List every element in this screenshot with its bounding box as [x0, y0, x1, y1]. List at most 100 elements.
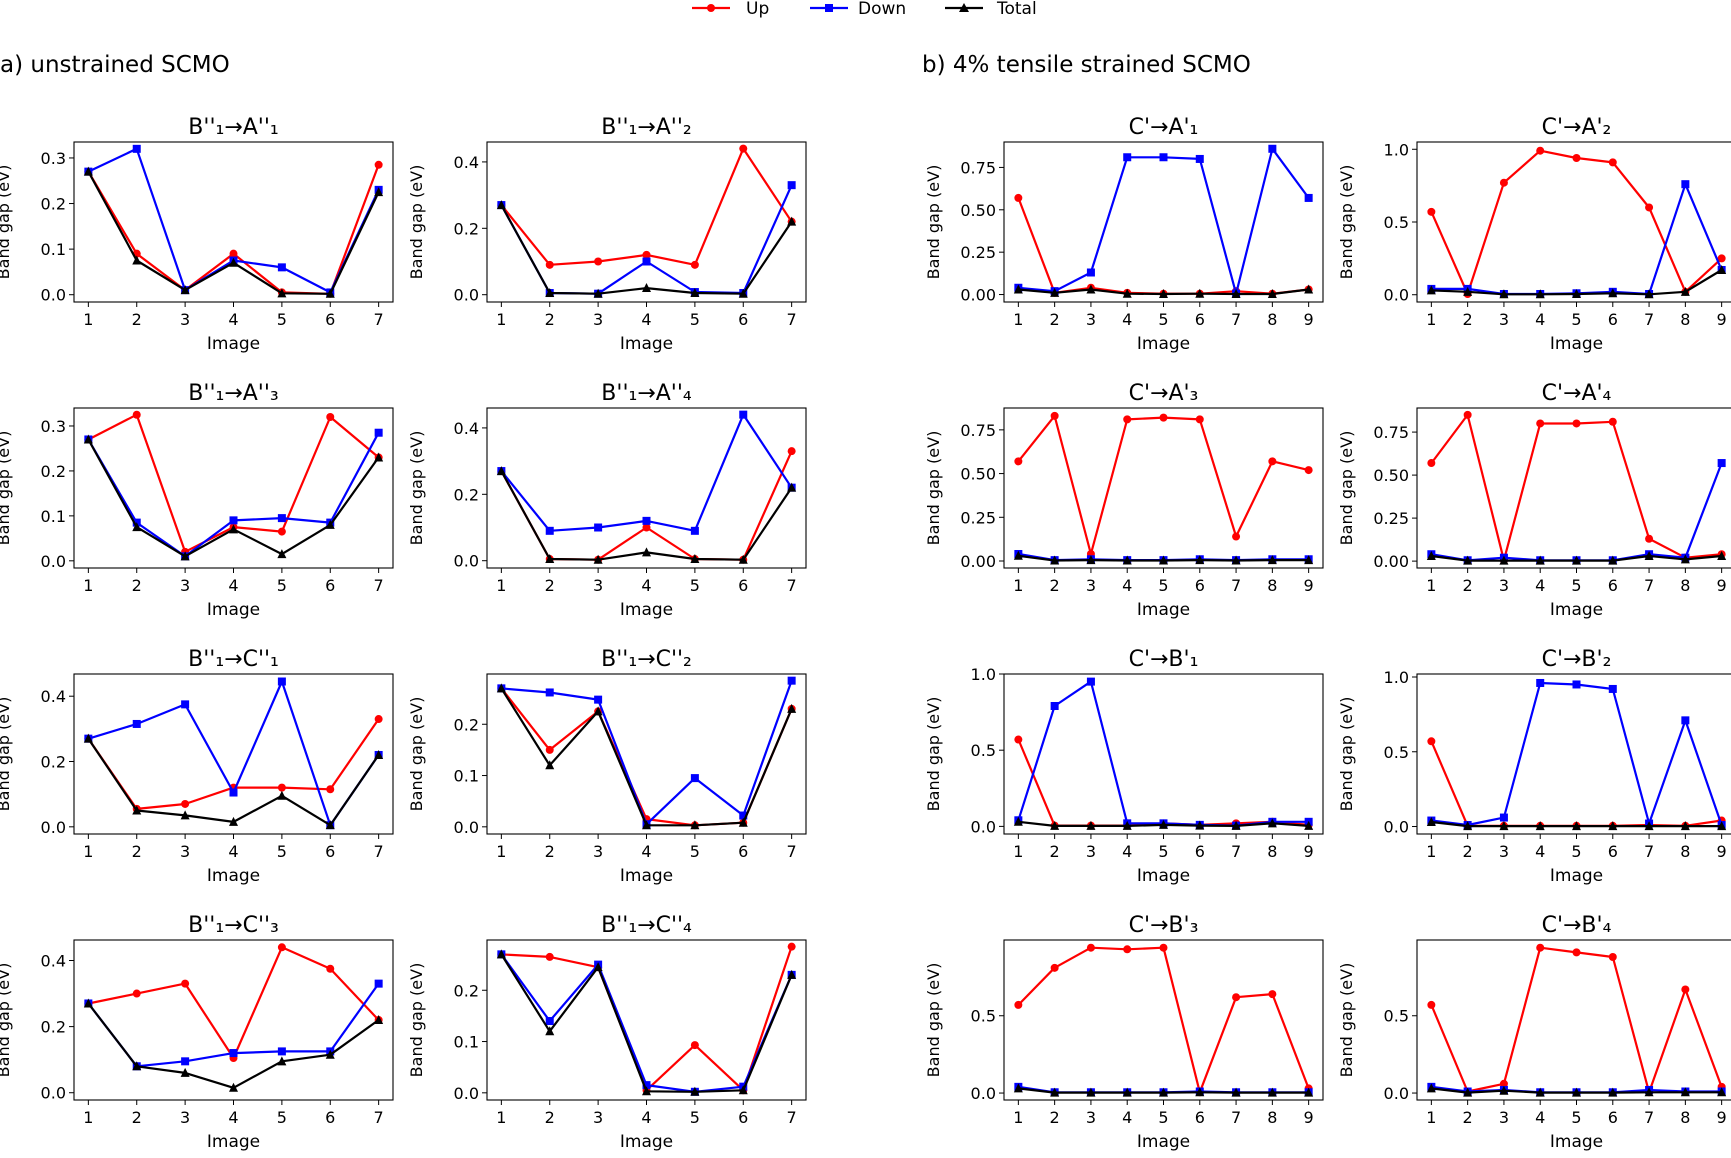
axes-frame	[1416, 141, 1731, 303]
data-point-up	[739, 144, 748, 153]
data-point-total	[1231, 555, 1241, 565]
data-point-up	[1159, 943, 1168, 952]
x-tick-label: 1	[1426, 310, 1436, 329]
x-tick-label: 2	[132, 310, 142, 329]
x-tick-label: 6	[1195, 842, 1205, 861]
data-point-total	[325, 1049, 335, 1059]
data-point-total	[1267, 1087, 1277, 1097]
axes-frame	[1003, 673, 1324, 835]
data-point-total	[229, 1082, 238, 1092]
data-point-up	[277, 783, 286, 792]
data-point-total	[1426, 285, 1436, 295]
y-tick-label: 0.0	[454, 552, 479, 571]
x-tick-label: 1	[1426, 1108, 1436, 1127]
data-point-total	[1304, 555, 1314, 565]
y-axis-label: Band gap (eV)	[0, 431, 13, 546]
x-axis-label: Image	[1137, 334, 1190, 354]
data-point-up	[374, 715, 383, 724]
data-point-total	[496, 683, 506, 693]
y-tick-label: 0.25	[1373, 509, 1409, 528]
data-point-total	[1644, 1087, 1654, 1097]
data-point-up	[1014, 735, 1023, 744]
series-line-up	[500, 450, 793, 561]
data-point-down	[1608, 684, 1617, 693]
x-tick-label: 3	[593, 310, 603, 329]
data-point-down	[1536, 678, 1545, 687]
data-point-up	[1304, 466, 1313, 475]
chart-title: B''₁→C''₄	[601, 913, 692, 938]
y-tick-label: 0.2	[41, 462, 66, 481]
axes-frame	[1416, 939, 1731, 1101]
axes-frame	[486, 939, 807, 1101]
y-tick-label: 0.5	[1384, 1007, 1409, 1026]
data-point-total	[1680, 821, 1690, 831]
chart-title: C'→A'₁	[1129, 115, 1199, 140]
data-point-total	[374, 1015, 384, 1024]
x-tick-label: 4	[1535, 842, 1545, 861]
y-tick-label: 0.3	[41, 417, 66, 436]
data-point-total	[1195, 288, 1205, 298]
y-axis-label: Band gap (eV)	[0, 963, 13, 1078]
y-tick-label: 0.2	[454, 981, 479, 1000]
data-point-total	[325, 519, 335, 529]
data-point-down	[1572, 680, 1581, 689]
data-point-total	[642, 547, 651, 557]
x-tick-label: 5	[1571, 310, 1581, 329]
x-tick-label: 3	[1499, 1108, 1509, 1127]
data-point-up	[594, 257, 603, 266]
chart-title: C'→B'₂	[1542, 647, 1612, 672]
x-tick-label: 2	[1050, 842, 1060, 861]
x-tick-label: 8	[1267, 310, 1277, 329]
y-axis-label: Band gap (eV)	[0, 697, 13, 812]
x-tick-label: 9	[1304, 842, 1314, 861]
x-tick-label: 8	[1680, 576, 1690, 595]
data-point-total	[593, 706, 603, 716]
y-tick-label: 0.4	[454, 419, 479, 438]
y-tick-label: 0.2	[41, 195, 66, 214]
data-point-total	[83, 998, 93, 1008]
data-point-up	[1427, 737, 1436, 746]
x-tick-label: 2	[545, 1108, 555, 1127]
chart-panel-7: C'→A'₃ 1 2 3 4 5 6 7 8 9 Image 0.00 0.25 0.50 0.75 Band…	[924, 381, 1324, 620]
x-axis-label: Image	[1137, 866, 1190, 886]
x-tick-label: 8	[1267, 842, 1277, 861]
x-axis-label: Image	[620, 1132, 673, 1152]
x-tick-label: 6	[1608, 310, 1618, 329]
data-point-down	[181, 700, 190, 709]
data-point-up	[1645, 203, 1654, 212]
chart-title: B''₁→A''₂	[601, 115, 691, 140]
x-tick-label: 8	[1680, 1108, 1690, 1127]
data-point-down	[229, 1049, 238, 1058]
y-tick-label: 1.0	[1384, 668, 1409, 687]
data-point-up	[1608, 417, 1617, 426]
data-point-total	[1535, 555, 1545, 565]
data-point-total	[374, 187, 384, 197]
x-tick-label: 1	[1426, 576, 1436, 595]
data-point-up	[1427, 459, 1436, 468]
x-tick-label: 4	[641, 576, 651, 595]
x-tick-label: 3	[1086, 310, 1096, 329]
x-tick-label: 1	[496, 842, 506, 861]
data-point-up	[132, 989, 141, 998]
axes-frame	[486, 673, 807, 835]
data-point-total	[1159, 819, 1168, 829]
x-tick-label: 2	[132, 842, 142, 861]
x-tick-label: 1	[496, 1108, 506, 1127]
x-tick-label: 4	[1122, 310, 1132, 329]
data-point-total	[1717, 821, 1727, 831]
data-point-up	[1536, 419, 1545, 428]
data-point-total	[180, 1067, 190, 1077]
x-tick-label: 6	[738, 1108, 748, 1127]
y-tick-label: 0.0	[1384, 286, 1409, 305]
x-tick-label: 5	[1158, 1108, 1168, 1127]
data-point-total	[1195, 1087, 1205, 1097]
data-point-total	[1463, 821, 1473, 831]
data-point-total	[1304, 1087, 1314, 1097]
chart-panel-6: B''₁→A''₄ 1 2 3 4 5 6 7 Image 0.0 0.2 0.4 Band gap (…	[407, 381, 807, 620]
data-point-total	[496, 949, 506, 959]
data-point-up	[1159, 413, 1168, 422]
x-tick-label: 4	[1535, 1108, 1545, 1127]
data-point-total	[1644, 821, 1654, 831]
data-point-total	[787, 216, 797, 226]
x-tick-label: 4	[1535, 310, 1545, 329]
